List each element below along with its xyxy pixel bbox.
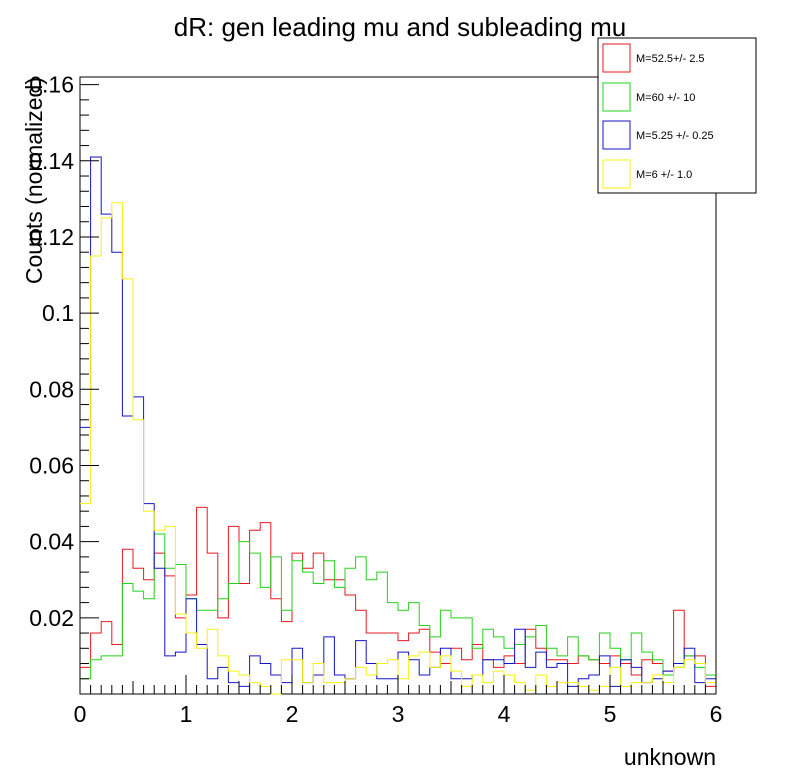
y-tick-label: 0.08 bbox=[29, 376, 74, 402]
y-axis-title: Counts (normalized) bbox=[21, 77, 47, 284]
legend-swatch-1 bbox=[602, 43, 631, 73]
legend-label-3: M=5.25 +/- 0.25 bbox=[636, 130, 714, 142]
legend-label-1: M=52.5+/- 2.5 bbox=[636, 53, 705, 65]
x-tick-label: 0 bbox=[74, 701, 87, 727]
legend-swatch-3 bbox=[602, 120, 631, 150]
y-tick-label: 0.14 bbox=[29, 148, 74, 174]
legend-label-2: M=60 +/- 10 bbox=[636, 92, 695, 104]
legend-swatch-4 bbox=[602, 159, 631, 189]
y-tick-label: 0.16 bbox=[29, 72, 74, 98]
x-axis: 0 1 2 3 4 5 6 bbox=[74, 675, 723, 727]
x-axis-title: unknown bbox=[624, 744, 716, 770]
legend-label-4: M=6 +/- 1.0 bbox=[636, 169, 692, 181]
y-axis: 0.02 0.04 0.06 0.08 0.1 0.12 0.14 0.16 bbox=[29, 72, 99, 695]
chart-title: dR: gen leading mu and subleading mu bbox=[174, 12, 626, 42]
x-tick-label: 3 bbox=[392, 701, 405, 727]
x-tick-label: 6 bbox=[710, 701, 723, 727]
x-tick-label: 1 bbox=[180, 701, 193, 727]
x-tick-label: 4 bbox=[498, 701, 511, 727]
y-tick-label: 0.12 bbox=[29, 224, 74, 250]
y-tick-label: 0.1 bbox=[42, 300, 74, 326]
y-tick-label: 0.04 bbox=[29, 529, 74, 555]
legend-box bbox=[597, 37, 757, 194]
x-tick-label: 5 bbox=[604, 701, 617, 727]
series-layer bbox=[80, 156, 716, 695]
series-line-4 bbox=[80, 202, 716, 695]
legend-swatch-2 bbox=[602, 82, 631, 112]
y-tick-label: 0.06 bbox=[29, 452, 74, 478]
legend: M=52.5+/- 2.5 M=60 +/- 10 M=5.25 +/- 0.25 M… bbox=[597, 37, 757, 194]
x-tick-label: 2 bbox=[286, 701, 299, 727]
y-tick-label: 0.02 bbox=[29, 605, 74, 631]
